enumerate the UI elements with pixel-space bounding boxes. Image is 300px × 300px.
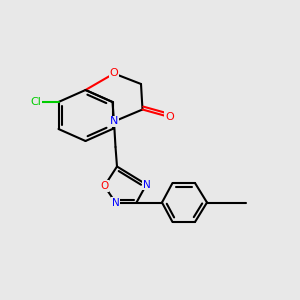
Text: N: N: [112, 197, 119, 208]
Text: N: N: [110, 116, 118, 127]
Text: O: O: [100, 181, 109, 191]
Text: O: O: [110, 68, 118, 79]
Text: N: N: [142, 179, 150, 190]
Text: Cl: Cl: [30, 97, 41, 107]
Text: O: O: [165, 112, 174, 122]
